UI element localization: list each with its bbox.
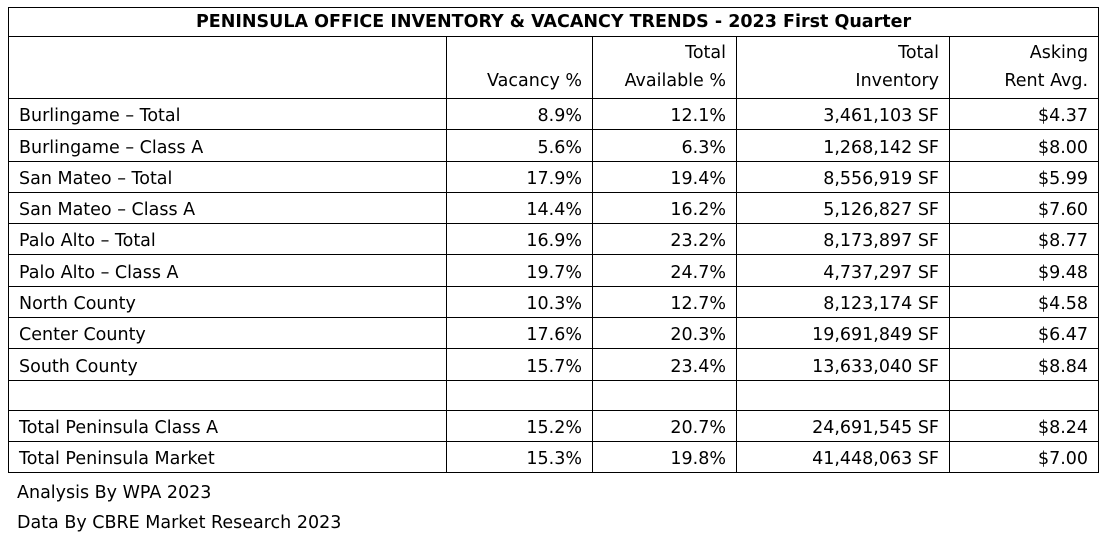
row-rent: $4.58 xyxy=(948,285,1100,319)
row-name: San Mateo – Total xyxy=(8,160,447,193)
row-vacancy: 19.7% xyxy=(446,254,593,287)
row-name: South County xyxy=(8,348,447,381)
table-row: Center County 17.6% 20.3% 19,691,849 SF … xyxy=(8,317,1100,350)
row-vacancy: 17.6% xyxy=(446,317,593,350)
footnotes: Analysis By WPA 2023 Data By CBRE Market… xyxy=(17,478,341,538)
total-available: 20.7% xyxy=(592,409,737,442)
total-row: Total Peninsula Class A 15.2% 20.7% 24,6… xyxy=(8,409,1100,442)
row-available: 20.3% xyxy=(592,317,737,350)
row-available: 6.3% xyxy=(592,129,737,162)
row-name: Burlingame – Total xyxy=(8,97,447,131)
row-rent: $9.48 xyxy=(948,254,1100,287)
column-header-available: Total Available % xyxy=(592,36,737,99)
row-vacancy: 15.7% xyxy=(446,348,593,381)
row-available: 23.4% xyxy=(592,348,737,381)
column-header-vacancy-line2: Vacancy % xyxy=(487,71,582,91)
row-inventory: 8,173,897 SF xyxy=(736,223,950,256)
total-inventory: 24,691,545 SF xyxy=(736,409,950,442)
column-header-inventory-line1: Total xyxy=(898,43,939,63)
row-rent: $6.47 xyxy=(948,317,1100,350)
column-header-row: Vacancy % Total Available % Total Invent… xyxy=(8,36,1100,99)
spacer-cell xyxy=(446,379,593,411)
row-inventory: 8,556,919 SF xyxy=(736,160,950,193)
row-available: 24.7% xyxy=(592,254,737,287)
row-available: 23.2% xyxy=(592,223,737,256)
column-header-inventory: Total Inventory xyxy=(736,36,950,99)
analysis-credit: Analysis By WPA 2023 xyxy=(17,483,212,503)
table-row: Burlingame – Total 8.9% 12.1% 3,461,103 … xyxy=(8,97,1100,131)
row-available: 16.2% xyxy=(592,191,737,225)
row-vacancy: 10.3% xyxy=(446,285,593,319)
total-vacancy: 15.3% xyxy=(446,440,593,474)
row-name: Burlingame – Class A xyxy=(8,129,447,162)
total-name: Total Peninsula Class A xyxy=(8,409,447,442)
table-title: PENINSULA OFFICE INVENTORY & VACANCY TRE… xyxy=(7,7,1100,37)
column-header-vacancy: Vacancy % xyxy=(446,36,593,99)
row-inventory: 4,737,297 SF xyxy=(736,254,950,287)
row-rent: $8.84 xyxy=(948,348,1100,381)
table-row: San Mateo – Total 17.9% 19.4% 8,556,919 … xyxy=(8,160,1100,193)
row-inventory: 5,126,827 SF xyxy=(736,191,950,225)
column-header-area xyxy=(8,36,447,99)
row-available: 12.1% xyxy=(592,97,737,131)
total-vacancy: 15.2% xyxy=(446,409,593,442)
row-name: North County xyxy=(8,285,447,319)
row-name: San Mateo – Class A xyxy=(8,191,447,225)
row-vacancy: 16.9% xyxy=(446,223,593,256)
table-row: San Mateo – Class A 14.4% 16.2% 5,126,82… xyxy=(8,191,1100,225)
total-inventory: 41,448,063 SF xyxy=(736,440,950,474)
row-inventory: 8,123,174 SF xyxy=(736,285,950,319)
total-name: Total Peninsula Market xyxy=(8,440,447,474)
row-rent: $8.77 xyxy=(948,223,1100,256)
table-row: Burlingame – Class A 5.6% 6.3% 1,268,142… xyxy=(8,129,1100,162)
row-inventory: 3,461,103 SF xyxy=(736,97,950,131)
row-vacancy: 8.9% xyxy=(446,97,593,131)
row-rent: $5.99 xyxy=(948,160,1100,193)
column-header-rent-line1: Asking xyxy=(1029,43,1089,63)
row-name: Center County xyxy=(8,317,447,350)
row-rent: $7.60 xyxy=(948,191,1100,225)
row-rent: $8.00 xyxy=(948,129,1100,162)
column-header-area-line2 xyxy=(19,67,436,95)
row-inventory: 13,633,040 SF xyxy=(736,348,950,381)
total-available: 19.8% xyxy=(592,440,737,474)
data-source-credit: Data By CBRE Market Research 2023 xyxy=(17,513,342,533)
total-row: Total Peninsula Market 15.3% 19.8% 41,44… xyxy=(8,440,1100,474)
column-header-area-line1 xyxy=(19,39,436,67)
row-inventory: 19,691,849 SF xyxy=(736,317,950,350)
column-header-rent-line2: Rent Avg. xyxy=(1004,71,1089,91)
row-name: Palo Alto – Total xyxy=(8,223,447,256)
column-header-vacancy-line1 xyxy=(457,39,582,67)
table-row: Palo Alto – Total 16.9% 23.2% 8,173,897 … xyxy=(8,223,1100,256)
spacer-cell xyxy=(8,379,447,411)
row-available: 12.7% xyxy=(592,285,737,319)
table-row: North County 10.3% 12.7% 8,123,174 SF $4… xyxy=(8,285,1100,319)
row-inventory: 1,268,142 SF xyxy=(736,129,950,162)
spacer-cell xyxy=(592,379,737,411)
row-vacancy: 5.6% xyxy=(446,129,593,162)
row-vacancy: 17.9% xyxy=(446,160,593,193)
row-available: 19.4% xyxy=(592,160,737,193)
column-header-inventory-line2: Inventory xyxy=(855,71,939,91)
spacer-cell xyxy=(736,379,950,411)
office-vacancy-table: PENINSULA OFFICE INVENTORY & VACANCY TRE… xyxy=(7,7,1100,474)
column-header-available-line1: Total xyxy=(685,43,726,63)
total-rent: $7.00 xyxy=(948,440,1100,474)
total-rent: $8.24 xyxy=(948,409,1100,442)
column-header-available-line2: Available % xyxy=(624,71,726,91)
table-row: South County 15.7% 23.4% 13,633,040 SF $… xyxy=(8,348,1100,381)
column-header-rent: Asking Rent Avg. xyxy=(948,36,1100,99)
spacer-row xyxy=(8,379,1100,411)
row-rent: $4.37 xyxy=(948,97,1100,131)
table-row: Palo Alto – Class A 19.7% 24.7% 4,737,29… xyxy=(8,254,1100,287)
row-name: Palo Alto – Class A xyxy=(8,254,447,287)
row-vacancy: 14.4% xyxy=(446,191,593,225)
spacer-cell xyxy=(948,379,1100,411)
